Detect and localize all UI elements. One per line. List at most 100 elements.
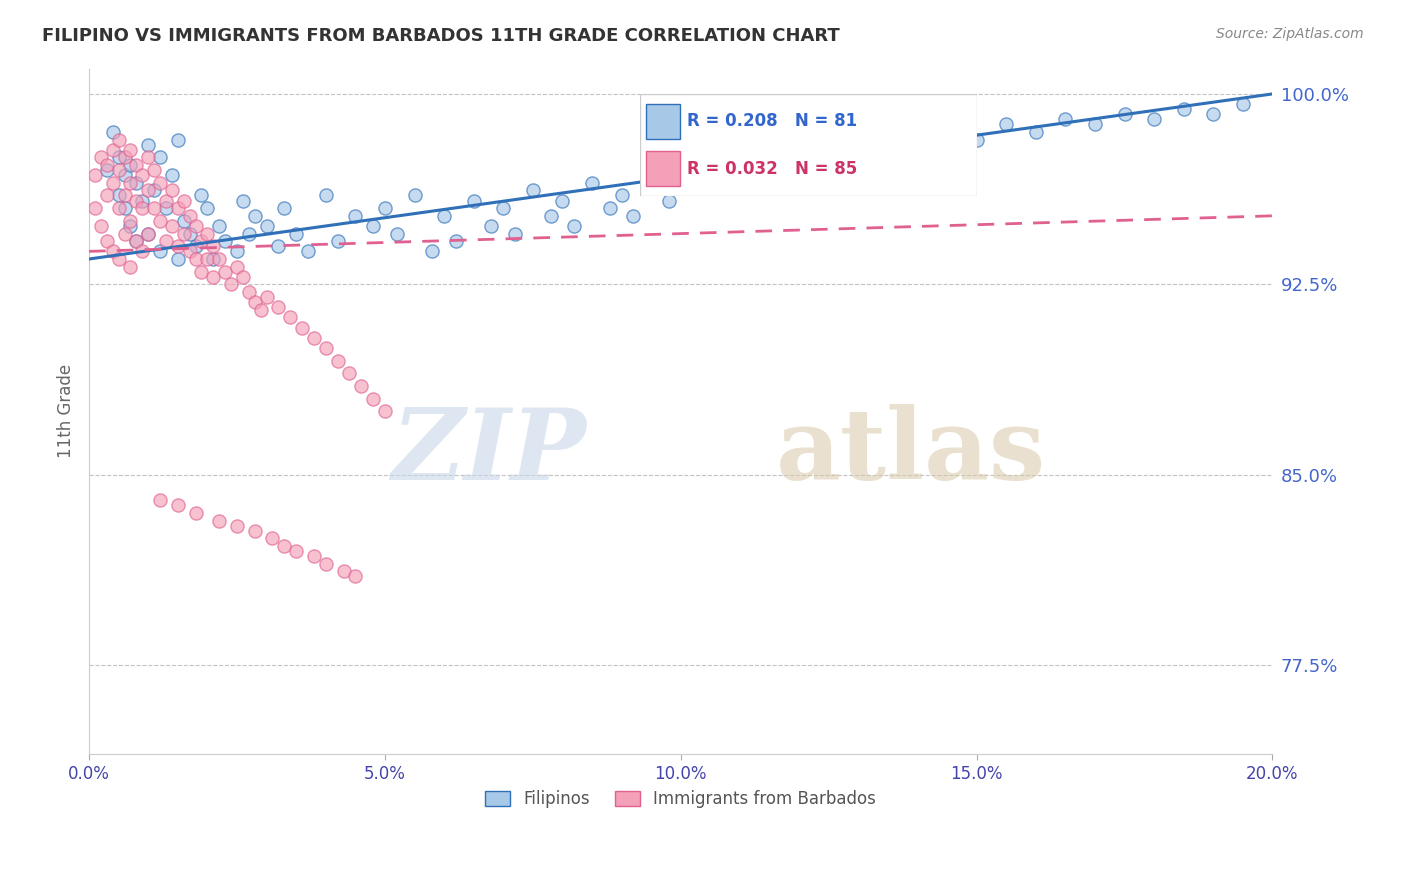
Point (208, 514, 231, 528)
Point (125, 234, 148, 248)
Point (243, 209, 266, 223)
Point (278, 310, 301, 325)
Point (315, 557, 337, 571)
Point (243, 295, 266, 310)
Text: Source: ZipAtlas.com: Source: ZipAtlas.com (1216, 27, 1364, 41)
Point (136, 150, 159, 164)
Point (562, 219, 585, 233)
Point (610, 188, 633, 202)
Point (326, 353, 349, 368)
Point (107, 150, 129, 164)
Point (125, 194, 148, 208)
Point (267, 239, 290, 253)
Text: R = 0.208   N = 81: R = 0.208 N = 81 (688, 112, 858, 130)
Point (149, 214, 172, 228)
Point (107, 252, 129, 266)
Point (114, 188, 136, 202)
Point (184, 252, 207, 266)
Point (297, 244, 319, 259)
Point (149, 244, 172, 259)
Point (149, 493, 172, 508)
Point (160, 183, 183, 197)
Point (101, 176, 124, 190)
Point (256, 219, 278, 233)
Point (149, 150, 172, 164)
Point (273, 539, 295, 553)
Point (540, 209, 562, 223)
Text: ZIP: ZIP (391, 404, 586, 500)
Point (728, 168, 751, 182)
Point (84, 201, 107, 215)
Point (315, 341, 337, 355)
Point (226, 244, 249, 259)
Point (243, 524, 266, 538)
Point (120, 143, 142, 157)
Point (332, 565, 354, 579)
Point (420, 244, 443, 259)
Point (315, 188, 337, 202)
Point (238, 227, 260, 241)
Point (120, 260, 142, 274)
Point (184, 506, 207, 520)
Point (125, 234, 148, 248)
Y-axis label: 11th Grade: 11th Grade (58, 364, 75, 458)
Point (995, 117, 1018, 131)
Point (90, 150, 112, 164)
Point (155, 201, 177, 215)
Point (197, 252, 219, 266)
Point (214, 234, 236, 248)
Point (256, 290, 278, 304)
Point (131, 201, 153, 215)
Point (160, 168, 183, 182)
Point (226, 260, 249, 274)
Point (202, 269, 225, 284)
Point (599, 201, 621, 215)
Point (267, 300, 290, 314)
Point (758, 150, 780, 164)
Point (966, 133, 988, 147)
Point (787, 158, 810, 172)
Point (184, 239, 207, 253)
Point (344, 209, 367, 223)
Point (101, 244, 124, 259)
Point (433, 209, 456, 223)
Point (658, 194, 681, 208)
Point (1084, 117, 1107, 131)
Point (143, 201, 166, 215)
Point (114, 201, 136, 215)
Point (273, 201, 295, 215)
Point (846, 150, 869, 164)
Point (302, 331, 325, 345)
Point (136, 227, 159, 241)
Point (404, 188, 426, 202)
Point (202, 239, 225, 253)
Point (155, 194, 177, 208)
Point (84, 168, 107, 182)
Point (285, 544, 308, 558)
Point (190, 188, 212, 202)
Point (503, 227, 526, 241)
Point (1054, 112, 1077, 127)
Point (90, 219, 112, 233)
Point (444, 234, 467, 248)
Point (125, 158, 148, 172)
Point (190, 234, 212, 248)
Point (326, 234, 349, 248)
Point (481, 219, 503, 233)
Point (166, 252, 188, 266)
Point (876, 133, 898, 147)
Point (179, 244, 201, 259)
Point (669, 176, 692, 190)
Point (581, 176, 603, 190)
Point (107, 201, 129, 215)
Point (374, 404, 396, 418)
Point (131, 244, 153, 259)
Point (120, 219, 142, 233)
Point (232, 194, 254, 208)
Point (155, 234, 177, 248)
Point (125, 176, 148, 190)
Point (131, 168, 153, 182)
Point (361, 392, 384, 406)
Point (166, 201, 188, 215)
Point (120, 214, 142, 228)
